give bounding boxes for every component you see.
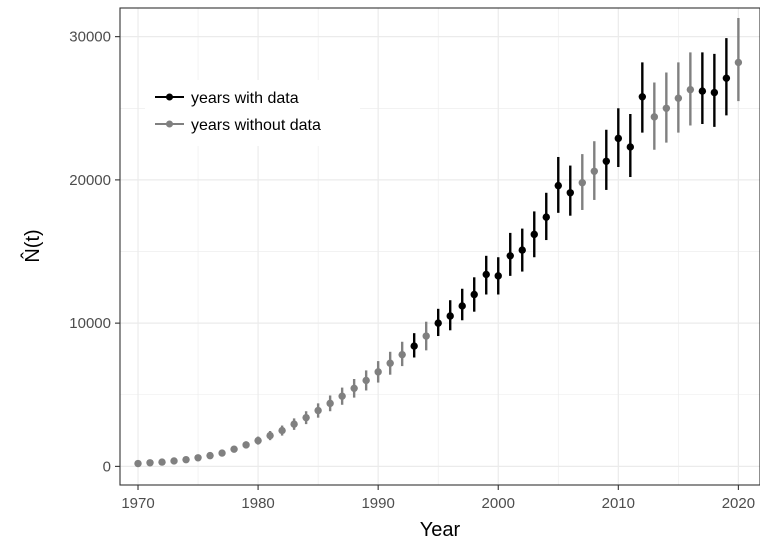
series-without-data [134,18,743,468]
point-without-data-1982 [278,426,286,435]
point-with-data-1995 [434,319,442,327]
point-without-data-1988 [350,384,358,393]
point-without-data-1971 [146,459,154,467]
y-tick-label: 0 [103,458,111,475]
point-with-data-2003 [530,230,538,239]
point-without-data-2016 [686,85,695,94]
point-with-data-1996 [446,312,454,320]
point-with-data-1998 [470,290,478,299]
point-with-data-2004 [542,213,550,221]
point-without-data-1983 [290,420,298,428]
point-with-data-2019 [722,74,731,82]
y-tick-label: 30000 [69,29,111,46]
point-without-data-1986 [326,399,334,408]
x-tick-label: 1990 [361,495,394,512]
point-with-data-2009 [602,157,611,165]
point-with-data-2000 [494,272,502,280]
point-without-data-1984 [302,413,310,422]
point-with-data-1999 [482,270,490,279]
point-with-data-2017 [698,87,707,95]
x-tick-label: 2010 [602,495,635,512]
point-without-data-1994 [422,332,430,340]
point-with-data-1997 [458,302,466,310]
series-with-data [410,38,731,358]
point-without-data-1979 [242,441,250,449]
panel-border [119,7,760,486]
x-tick-label: 1980 [241,495,274,512]
point-without-data-2020 [734,58,743,67]
point-without-data-2013 [650,113,659,121]
point-without-data-1985 [314,406,322,415]
series-layer [134,18,743,468]
point-without-data-1992 [398,350,406,359]
point-without-data-2007 [578,179,586,187]
y-tick-label: 20000 [69,172,111,189]
x-tick-label: 2020 [722,495,755,512]
legend-key-without-data-dot [166,120,173,128]
point-with-data-2018 [710,88,719,97]
legend-label-without-data: years without data [191,117,321,134]
point-without-data-1973 [170,457,178,465]
axes: 1970 1980 1990 2000 2010 2020 0 10000 20000 30000 [69,29,755,512]
point-without-data-1990 [374,368,382,376]
point-without-data-2014 [662,104,671,112]
y-tick-label: 10000 [69,315,111,332]
point-without-data-1972 [158,458,166,466]
grid [120,8,760,485]
point-with-data-2001 [506,252,514,260]
point-with-data-2011 [626,143,635,151]
point-without-data-1980 [254,436,262,445]
point-without-data-1978 [230,445,238,453]
point-without-data-1977 [218,449,226,457]
point-without-data-1989 [362,376,370,385]
y-axis-title: N̂(t) [21,229,44,262]
point-without-data-1981 [266,431,274,440]
legend: years with data years without data [145,80,360,146]
legend-label-with-data: years with data [191,90,299,107]
x-tick-label: 1970 [121,495,154,512]
point-without-data-1970 [134,459,142,468]
point-with-data-2005 [554,181,562,190]
x-tick-label: 2000 [482,495,515,512]
point-with-data-2002 [518,246,526,254]
point-with-data-2012 [638,93,647,101]
legend-background [145,80,360,146]
point-with-data-1993 [410,342,418,350]
point-without-data-2008 [590,167,598,175]
point-without-data-1976 [206,451,214,460]
point-without-data-1975 [194,454,202,462]
point-with-data-2006 [566,189,574,197]
point-with-data-2010 [614,134,623,143]
point-without-data-2015 [674,94,683,102]
legend-key-with-data-dot [166,93,173,101]
point-without-data-1974 [182,455,190,464]
x-axis-title: Year [420,519,461,541]
point-without-data-1987 [338,392,346,400]
point-without-data-1991 [386,359,394,367]
